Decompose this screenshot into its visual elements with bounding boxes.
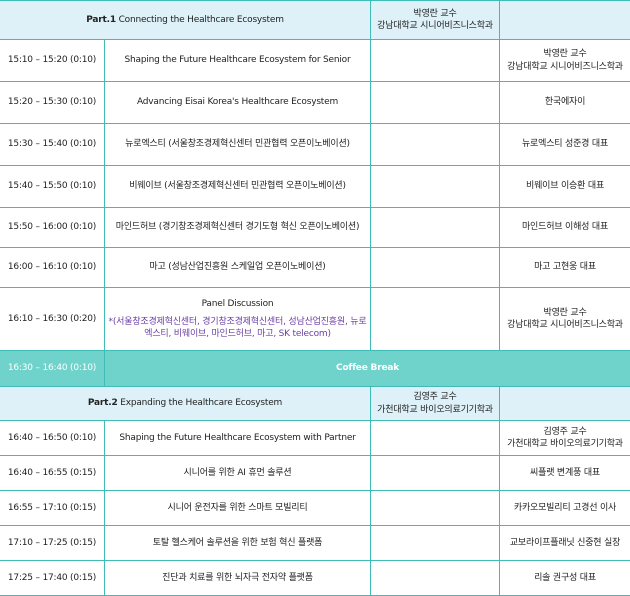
- topic-cell: 비웨이브 (서울창조경제혁신센터 민관협력 오픈이노베이션): [105, 166, 371, 208]
- speaker-cell: 비웨이브 이승환 대표: [500, 166, 630, 208]
- topic-cell: 마고 (성남산업진흥원 스케일업 오픈이노베이션): [105, 248, 371, 288]
- topic-cell: Shaping the Future Healthcare Ecosystem …: [105, 421, 371, 456]
- speaker: 한국에자이: [502, 96, 628, 108]
- speaker-cell: 뉴로엑스티 성준경 대표: [500, 124, 630, 166]
- speaker-cell: 한국에자이: [500, 82, 630, 124]
- part1-title: Part.1 Connecting the Healthcare Ecosyst…: [0, 1, 371, 40]
- chair-affiliation: 강남대학교 시니어비즈니스학과: [373, 20, 497, 32]
- time-cell: 17:25 – 17:40 (0:15): [0, 561, 105, 596]
- speaker: 마인드허브 이해성 대표: [502, 221, 628, 233]
- time-cell: 15:40 – 15:50 (0:10): [0, 166, 105, 208]
- speaker: 씨플랫 변계풍 대표: [502, 467, 628, 479]
- speaker: 카카오모빌리티 고경선 이사: [502, 502, 628, 514]
- topic-cell: 토탈 헬스케어 솔루션을 위한 보험 혁신 플랫폼: [105, 526, 371, 561]
- time-cell: 16:40 – 16:50 (0:10): [0, 421, 105, 456]
- speaker-cell: 카카오모빌리티 고경선 이사: [500, 491, 630, 526]
- topic-cell: Advancing Eisai Korea's Healthcare Ecosy…: [105, 82, 371, 124]
- table-row: 16:40 – 16:55 (0:15) 시니어를 위한 AI 휴먼 솔루션 씨…: [0, 456, 630, 491]
- panel-note: *(서울창조경제혁신센터, 경기창조경제혁신센터, 성남산업진흥원, 뉴로엑스티…: [107, 316, 368, 340]
- empty-cell: [371, 526, 500, 561]
- empty-cell: [500, 1, 630, 40]
- speaker: 비웨이브 이승환 대표: [502, 180, 628, 192]
- speaker-cell: 리솔 권구성 대표: [500, 561, 630, 596]
- topic-cell: 뉴로엑스티 (서울창조경제혁신센터 민관협력 오픈이노베이션): [105, 124, 371, 166]
- empty-cell: [371, 124, 500, 166]
- time-cell: 16:40 – 16:55 (0:15): [0, 456, 105, 491]
- empty-cell: [371, 456, 500, 491]
- topic-cell: Shaping the Future Healthcare Ecosystem …: [105, 40, 371, 82]
- table-row: 15:50 – 16:00 (0:10) 마인드허브 (경기창조경제혁신센터 경…: [0, 208, 630, 248]
- table-row: 15:40 – 15:50 (0:10) 비웨이브 (서울창조경제혁신센터 민관…: [0, 166, 630, 208]
- panel-title: Panel Discussion: [107, 298, 368, 310]
- speaker: 뉴로엑스티 성준경 대표: [502, 138, 628, 150]
- table-row: 17:25 – 17:40 (0:15) 진단과 치료를 위한 뇌자극 전자약 …: [0, 561, 630, 596]
- table-row: 15:10 – 15:20 (0:10) Shaping the Future …: [0, 40, 630, 82]
- table-row: 16:00 – 16:10 (0:10) 마고 (성남산업진흥원 스케일업 오픈…: [0, 248, 630, 288]
- speaker-affiliation: 강남대학교 시니어비즈니스학과: [502, 61, 628, 73]
- part2-title: Part.2 Expanding the Healthcare Ecosyste…: [0, 387, 371, 421]
- table-row: 15:20 – 15:30 (0:10) Advancing Eisai Kor…: [0, 82, 630, 124]
- time-cell: 15:30 – 15:40 (0:10): [0, 124, 105, 166]
- time-cell: 15:20 – 15:30 (0:10): [0, 82, 105, 124]
- time-cell: 16:10 – 16:30 (0:20): [0, 288, 105, 351]
- empty-cell: [371, 82, 500, 124]
- empty-cell: [371, 561, 500, 596]
- part2-header: Part.2 Expanding the Healthcare Ecosyste…: [0, 387, 630, 421]
- speaker: 박영란 교수: [502, 307, 628, 319]
- part1-header: Part.1 Connecting the Healthcare Ecosyst…: [0, 1, 630, 40]
- time-cell: 15:50 – 16:00 (0:10): [0, 208, 105, 248]
- empty-cell: [371, 421, 500, 456]
- topic-cell: Panel Discussion *(서울창조경제혁신센터, 경기창조경제혁신센터…: [105, 288, 371, 351]
- speaker-cell: 씨플랫 변계풍 대표: [500, 456, 630, 491]
- empty-cell: [371, 166, 500, 208]
- speaker-cell: 교보라이프플래닛 신중현 실장: [500, 526, 630, 561]
- speaker: 김영주 교수: [502, 426, 628, 438]
- part-title: Expanding the Healthcare Ecosystem: [120, 398, 282, 408]
- coffee-break-label: Coffee Break: [105, 351, 630, 387]
- part-title: Connecting the Healthcare Ecosystem: [119, 15, 284, 25]
- panel-row: 16:10 – 16:30 (0:20) Panel Discussion *(서…: [0, 288, 630, 351]
- part-label: Part.2: [88, 398, 118, 408]
- topic-cell: 마인드허브 (경기창조경제혁신센터 경기도형 혁신 오픈이노베이션): [105, 208, 371, 248]
- table-row: 16:55 – 17:10 (0:15) 시니어 운전자를 위한 스마트 모빌리…: [0, 491, 630, 526]
- chair-affiliation: 가천대학교 바이오의료기기학과: [373, 404, 497, 416]
- table-row: 16:40 – 16:50 (0:10) Shaping the Future …: [0, 421, 630, 456]
- empty-cell: [500, 387, 630, 421]
- time-cell: 17:10 – 17:25 (0:15): [0, 526, 105, 561]
- topic-cell: 진단과 치료를 위한 뇌자극 전자약 플랫폼: [105, 561, 371, 596]
- topic-cell: 시니어를 위한 AI 휴먼 솔루션: [105, 456, 371, 491]
- speaker-cell: 마고 고현웅 대표: [500, 248, 630, 288]
- empty-cell: [371, 248, 500, 288]
- chair-name: 김영주 교수: [373, 391, 497, 403]
- part-label: Part.1: [86, 15, 116, 25]
- speaker-affiliation: 강남대학교 시니어비즈니스학과: [502, 319, 628, 331]
- speaker: 마고 고현웅 대표: [502, 261, 628, 273]
- speaker-affiliation: 가천대학교 바이오의료기기학과: [502, 438, 628, 450]
- time-cell: 16:30 – 16:40 (0:10): [0, 351, 105, 387]
- empty-cell: [371, 288, 500, 351]
- empty-cell: [371, 491, 500, 526]
- speaker-cell: 마인드허브 이해성 대표: [500, 208, 630, 248]
- time-cell: 16:00 – 16:10 (0:10): [0, 248, 105, 288]
- speaker: 박영란 교수: [502, 48, 628, 60]
- chair-name: 박영란 교수: [373, 8, 497, 20]
- topic-cell: 시니어 운전자를 위한 스마트 모빌리티: [105, 491, 371, 526]
- table-row: 17:10 – 17:25 (0:15) 토탈 헬스케어 솔루션을 위한 보험 …: [0, 526, 630, 561]
- coffee-break-row: 16:30 – 16:40 (0:10)Coffee Break: [0, 351, 630, 387]
- empty-cell: [371, 40, 500, 82]
- table-row: 15:30 – 15:40 (0:10) 뉴로엑스티 (서울창조경제혁신센터 민…: [0, 124, 630, 166]
- speaker: 리솔 권구성 대표: [502, 572, 628, 584]
- time-cell: 16:55 – 17:10 (0:15): [0, 491, 105, 526]
- speaker: 교보라이프플래닛 신중현 실장: [502, 537, 628, 549]
- empty-cell: [371, 208, 500, 248]
- time-cell: 15:10 – 15:20 (0:10): [0, 40, 105, 82]
